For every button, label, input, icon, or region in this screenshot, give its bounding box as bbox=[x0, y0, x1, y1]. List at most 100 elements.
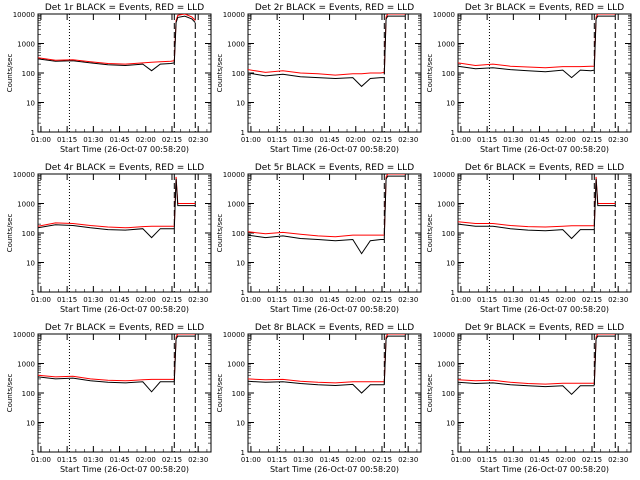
series-line-events bbox=[248, 72, 385, 88]
x-tick-label: 01:45 bbox=[529, 296, 549, 304]
x-tick-label: 01:30 bbox=[83, 296, 103, 304]
x-tick-label: 01:15 bbox=[57, 456, 77, 464]
y-tick-label: 100 bbox=[442, 70, 455, 78]
y-tick-label: 1000 bbox=[17, 361, 35, 369]
y-tick-label: 1000 bbox=[437, 201, 455, 209]
x-tick-label: 02:30 bbox=[188, 296, 208, 304]
x-tick-label: 01:00 bbox=[31, 456, 51, 464]
series-line-lld bbox=[38, 222, 175, 229]
series-spike-events bbox=[593, 15, 616, 69]
y-tick-label: 10 bbox=[236, 260, 245, 268]
panel-det-3: Det 3r BLACK = Events, RED = LLD 1 10 100 10… bbox=[426, 3, 632, 154]
series-line-lld bbox=[38, 374, 175, 382]
panel-det-8: Det 8r BLACK = Events, RED = LLD 1 10 100 10… bbox=[216, 323, 422, 474]
y-tick-label: 1000 bbox=[437, 41, 455, 49]
x-axis-label: Start Time (26-Oct-07 00:58:20) bbox=[480, 145, 609, 154]
y-tick-label: 10000 bbox=[433, 171, 455, 179]
series-spike-events bbox=[593, 335, 616, 386]
series-line-events bbox=[458, 223, 595, 240]
x-tick-label: 02:30 bbox=[398, 136, 418, 144]
series-line-events bbox=[38, 224, 175, 239]
x-tick-label: 01:30 bbox=[293, 296, 313, 304]
y-axis-label: Counts/sec bbox=[6, 374, 14, 413]
series-line-events bbox=[38, 58, 175, 72]
series-line-events bbox=[248, 234, 385, 255]
series-line-lld bbox=[248, 231, 385, 238]
y-axis-label: Counts/sec bbox=[216, 214, 224, 253]
x-tick-label: 01:00 bbox=[451, 296, 471, 304]
x-tick-label: 01:45 bbox=[109, 456, 129, 464]
y-tick-label: 100 bbox=[232, 390, 245, 398]
y-tick-label: 100 bbox=[22, 70, 35, 78]
panel-det-7: Det 7r BLACK = Events, RED = LLD 1 10 100 10… bbox=[6, 323, 212, 474]
x-tick-label: 02:00 bbox=[556, 456, 576, 464]
x-tick-label: 01:30 bbox=[293, 456, 313, 464]
y-axis-label: Counts/sec bbox=[426, 214, 434, 253]
y-tick-label: 10000 bbox=[433, 11, 455, 19]
y-tick-label: 100 bbox=[442, 230, 455, 238]
x-tick-label: 01:45 bbox=[529, 456, 549, 464]
x-tick-label: 01:45 bbox=[319, 456, 339, 464]
series-line-events bbox=[458, 381, 595, 395]
panel-title: Det 3r BLACK = Events, RED = LLD bbox=[465, 3, 624, 13]
series-spike-lld bbox=[173, 14, 196, 61]
x-tick-label: 01:15 bbox=[57, 296, 77, 304]
x-tick-label: 02:00 bbox=[346, 456, 366, 464]
y-tick-label: 1 bbox=[451, 129, 455, 137]
y-tick-label: 100 bbox=[232, 70, 245, 78]
panel-det-5: Det 5r BLACK = Events, RED = LLD 1 10 100 10… bbox=[216, 163, 422, 314]
plot-frame bbox=[457, 173, 632, 293]
y-tick-label: 10000 bbox=[433, 331, 455, 339]
x-tick-label: 01:15 bbox=[57, 136, 77, 144]
x-tick-label: 02:00 bbox=[556, 296, 576, 304]
x-axis-label: Start Time (26-Oct-07 00:58:20) bbox=[60, 305, 189, 314]
y-axis-label: Counts/sec bbox=[216, 54, 224, 93]
x-tick-label: 02:30 bbox=[608, 456, 628, 464]
x-tick-label: 02:15 bbox=[162, 296, 182, 304]
x-tick-label: 01:15 bbox=[477, 296, 497, 304]
x-tick-label: 02:15 bbox=[162, 136, 182, 144]
x-tick-label: 01:00 bbox=[241, 456, 261, 464]
x-tick-label: 01:45 bbox=[529, 136, 549, 144]
panel-title: Det 7r BLACK = Events, RED = LLD bbox=[45, 323, 204, 333]
y-tick-label: 10000 bbox=[223, 171, 245, 179]
x-tick-label: 01:45 bbox=[109, 296, 129, 304]
panel-title: Det 6r BLACK = Events, RED = LLD bbox=[465, 163, 624, 173]
panel-title: Det 5r BLACK = Events, RED = LLD bbox=[255, 163, 414, 173]
series-spike-events bbox=[173, 335, 196, 382]
x-tick-label: 02:00 bbox=[136, 136, 156, 144]
y-axis-label: Counts/sec bbox=[6, 214, 14, 253]
series-line-events bbox=[38, 376, 175, 393]
x-tick-label: 02:00 bbox=[556, 136, 576, 144]
series-spike-events bbox=[383, 335, 406, 384]
series-spike-lld bbox=[383, 334, 406, 382]
x-axis-label: Start Time (26-Oct-07 00:58:20) bbox=[270, 305, 399, 314]
y-tick-label: 100 bbox=[22, 390, 35, 398]
series-spike-lld bbox=[383, 174, 406, 236]
series-spike-events bbox=[383, 15, 406, 75]
series-line-lld bbox=[458, 221, 595, 228]
y-axis-label: Counts/sec bbox=[216, 374, 224, 413]
x-tick-label: 01:00 bbox=[241, 136, 261, 144]
x-tick-label: 01:30 bbox=[503, 136, 523, 144]
x-axis-label: Start Time (26-Oct-07 00:58:20) bbox=[270, 145, 399, 154]
panel-title: Det 1r BLACK = Events, RED = LLD bbox=[45, 3, 204, 13]
x-tick-label: 01:00 bbox=[451, 456, 471, 464]
panel-title: Det 8r BLACK = Events, RED = LLD bbox=[255, 323, 414, 333]
y-tick-label: 10000 bbox=[223, 11, 245, 19]
x-tick-label: 01:15 bbox=[267, 296, 287, 304]
y-tick-label: 100 bbox=[442, 390, 455, 398]
plot-frame bbox=[457, 13, 632, 133]
series-spike-events bbox=[173, 178, 196, 229]
x-axis-label: Start Time (26-Oct-07 00:58:20) bbox=[480, 305, 609, 314]
panel-det-9: Det 9r BLACK = Events, RED = LLD 1 10 100 10… bbox=[426, 323, 632, 474]
plot-frame bbox=[37, 333, 212, 453]
series-spike-events bbox=[383, 175, 406, 238]
x-tick-label: 02:15 bbox=[372, 296, 392, 304]
x-tick-label: 01:30 bbox=[83, 456, 103, 464]
y-tick-label: 1000 bbox=[17, 41, 35, 49]
x-tick-label: 01:45 bbox=[319, 296, 339, 304]
y-tick-label: 1000 bbox=[227, 361, 245, 369]
y-tick-label: 10 bbox=[446, 100, 455, 108]
